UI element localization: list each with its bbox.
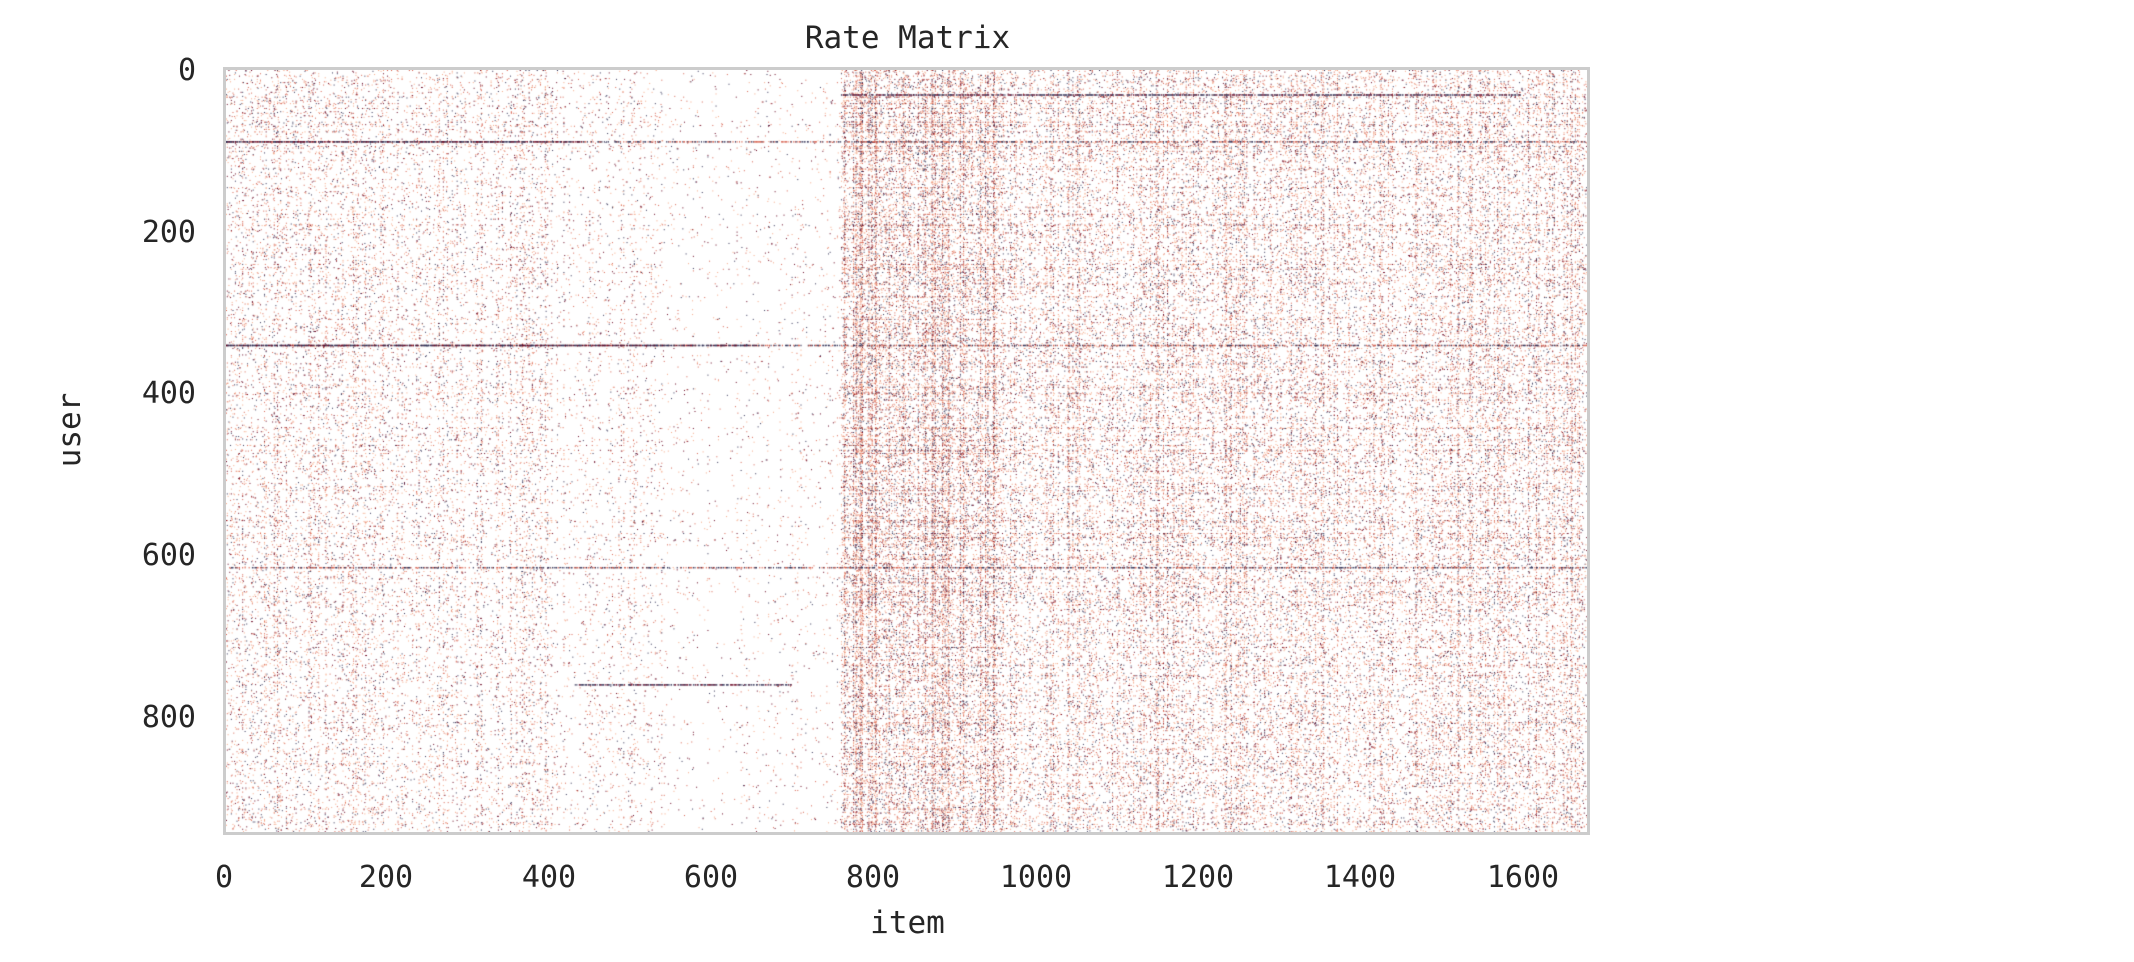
x-tick-label: 600 xyxy=(683,860,739,895)
x-tick-label: 1200 xyxy=(1161,860,1235,895)
x-tick-label: 1400 xyxy=(1323,860,1397,895)
rate-matrix-heatmap xyxy=(226,70,1587,832)
x-tick-label: 200 xyxy=(358,860,414,895)
x-tick-label: 0 xyxy=(214,860,234,895)
x-tick-label: 1600 xyxy=(1486,860,1560,895)
y-axis-label: user xyxy=(52,392,88,468)
x-tick-label: 1000 xyxy=(999,860,1073,895)
chart-title: Rate Matrix xyxy=(804,20,1011,56)
y-tick-label: 400 xyxy=(141,376,196,411)
x-tick-label: 400 xyxy=(521,860,577,895)
y-tick-label: 600 xyxy=(141,538,196,573)
x-tick-label: 800 xyxy=(845,860,901,895)
x-axis-label: item xyxy=(870,905,945,941)
y-tick-label: 200 xyxy=(141,215,196,250)
y-tick-label: 800 xyxy=(141,700,196,735)
y-tick-label: 0 xyxy=(177,53,196,88)
